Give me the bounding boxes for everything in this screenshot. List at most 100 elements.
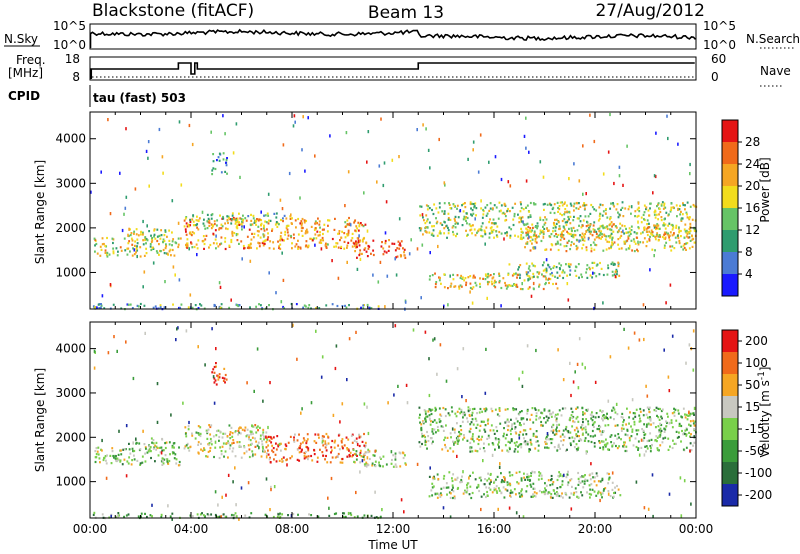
echo-cell xyxy=(606,216,609,219)
echo-cell xyxy=(512,218,515,221)
echo-cell xyxy=(253,232,256,235)
echo-cell xyxy=(519,210,522,213)
echo-cell xyxy=(687,414,690,417)
echo-cell xyxy=(546,227,548,230)
echo-cell xyxy=(530,413,533,416)
echo-cell xyxy=(598,441,601,444)
echo-cell xyxy=(525,223,528,226)
echo-cell xyxy=(257,441,260,444)
echo-cell xyxy=(503,427,505,430)
echo-cell xyxy=(522,208,525,211)
echo-cell xyxy=(96,252,99,255)
echo-cell xyxy=(314,154,316,158)
echo-cell xyxy=(583,480,586,483)
echo-cell xyxy=(510,489,512,492)
echo-cell xyxy=(460,433,463,436)
echo-cell xyxy=(609,355,612,359)
echo-cell xyxy=(452,273,455,276)
echo-cell xyxy=(438,206,441,209)
echo-cell xyxy=(139,302,142,306)
echo-cell xyxy=(635,480,638,484)
echo-cell xyxy=(538,272,540,275)
echo-cell xyxy=(212,232,215,235)
echo-cell xyxy=(437,244,439,249)
echo-cell xyxy=(499,422,502,425)
echo-cell xyxy=(166,460,169,463)
echo-cell xyxy=(340,245,343,248)
echo-cell xyxy=(425,220,428,223)
echo-cell xyxy=(450,406,453,409)
echo-cell xyxy=(467,406,470,409)
echo-cell xyxy=(583,204,586,207)
echo-cell xyxy=(543,490,546,493)
echo-cell xyxy=(339,420,341,424)
echo-cell xyxy=(587,440,590,443)
echo-cell xyxy=(494,438,497,441)
echo-cell xyxy=(678,424,681,427)
echo-cell xyxy=(573,242,575,245)
echo-cell xyxy=(592,228,595,231)
echo-cell xyxy=(509,491,512,495)
echo-cell xyxy=(456,442,459,445)
echo-cell xyxy=(179,306,182,309)
echo-cell xyxy=(549,484,552,487)
echo-cell xyxy=(568,227,570,230)
echo-cell xyxy=(655,233,658,237)
echo-cell xyxy=(462,218,465,221)
echo-cell xyxy=(589,268,591,271)
echo-cell xyxy=(177,237,180,240)
echo-cell xyxy=(649,432,652,435)
echo-cell xyxy=(444,221,446,224)
echo-cell xyxy=(532,202,535,205)
colorbar-swatch xyxy=(722,208,738,231)
echo-cell xyxy=(335,512,338,515)
echo-cell xyxy=(509,236,512,239)
echo-cell xyxy=(561,235,564,239)
echo-cell xyxy=(335,344,338,348)
echo-cell xyxy=(466,489,469,492)
echo-cell xyxy=(281,458,283,461)
echo-cell xyxy=(231,212,234,215)
echo-cell xyxy=(480,199,482,203)
echo-cell xyxy=(286,458,288,461)
echo-cell xyxy=(463,434,465,437)
echo-cell xyxy=(308,513,310,516)
echo-cell xyxy=(611,241,613,244)
echo-cell xyxy=(549,273,552,276)
echo-cell xyxy=(554,415,556,418)
echo-cell xyxy=(534,435,537,438)
echo-cell xyxy=(545,248,548,251)
echo-cell xyxy=(527,287,530,290)
echo-cell xyxy=(405,383,408,387)
echo-cell xyxy=(649,235,651,238)
echo-cell xyxy=(156,420,159,424)
echo-cell xyxy=(559,486,562,489)
echo-cell xyxy=(273,458,275,461)
echo-cell xyxy=(671,412,674,415)
echo-cell xyxy=(132,247,134,250)
echo-cell xyxy=(307,458,309,461)
echo-cell xyxy=(256,444,259,447)
echo-cell xyxy=(215,347,217,351)
echo-cell xyxy=(355,330,357,334)
echo-cell xyxy=(651,473,654,477)
echo-cell xyxy=(565,250,568,253)
echo-cell xyxy=(435,431,437,434)
echo-cell xyxy=(216,219,219,222)
echo-cell xyxy=(691,245,694,248)
echo-cell xyxy=(100,306,102,309)
echo-cell xyxy=(513,212,516,216)
echo-cell xyxy=(483,450,486,453)
echo-cell xyxy=(416,247,419,251)
echo-cell xyxy=(648,238,651,241)
echo-cell xyxy=(358,234,360,238)
echo-cell xyxy=(653,213,656,216)
echo-cell xyxy=(263,229,266,232)
echo-cell xyxy=(394,452,397,455)
echo-cell xyxy=(569,248,572,251)
echo-cell xyxy=(489,227,492,230)
echo-cell xyxy=(212,435,215,438)
colorbar-swatch xyxy=(722,440,738,463)
echo-cell xyxy=(313,228,316,231)
echo-cell xyxy=(184,432,187,435)
